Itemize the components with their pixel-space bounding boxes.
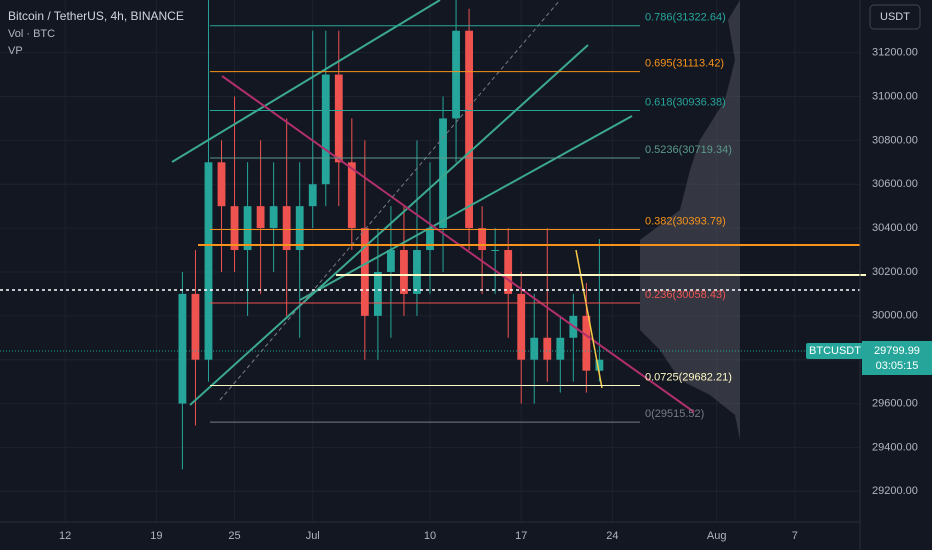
fib-label: 0.618(30936.38) <box>645 96 726 108</box>
time-axis-label: Jul <box>306 530 320 542</box>
symbol-tag-label: BTCUSDT <box>809 345 861 357</box>
price-axis-label: 29400.00 <box>872 441 918 453</box>
drawn-line <box>575 249 603 389</box>
price-axis-label: 31000.00 <box>872 90 918 102</box>
time-axis-label: 19 <box>150 530 162 542</box>
price-tag-value: 29799.99 <box>874 345 920 357</box>
candle-body <box>321 74 330 185</box>
fib-label: 0.786(31322.64) <box>645 12 726 24</box>
candle-body <box>217 162 226 207</box>
price-tag-countdown: 03:05:15 <box>876 360 919 372</box>
fib-label: 0(29515.52) <box>645 408 704 420</box>
candle-body <box>360 228 369 316</box>
candle-body <box>230 206 239 251</box>
candle-body <box>439 118 447 229</box>
candle-body <box>204 162 213 360</box>
price-axis-label: 31200.00 <box>872 47 918 59</box>
candle-body <box>452 30 460 119</box>
grid <box>0 0 860 522</box>
channel-line <box>171 0 441 163</box>
candle-body <box>478 228 487 251</box>
price-axis-label: 30800.00 <box>872 134 918 146</box>
price-axis-label: 30000.00 <box>872 310 918 322</box>
candle-body <box>347 162 356 229</box>
symbol-title: Bitcoin / TetherUS, 4h, BINANCE <box>8 9 184 23</box>
drawings <box>0 0 866 413</box>
channel-line <box>189 44 589 406</box>
candle-body <box>373 271 382 316</box>
candle-body <box>413 250 421 294</box>
candle-body <box>543 337 552 360</box>
candle-body <box>595 359 604 371</box>
fib-label: 0.236(30058.43) <box>645 289 726 301</box>
currency-label[interactable]: USDT <box>880 11 910 23</box>
candle-body <box>243 206 252 251</box>
candle-body <box>191 293 200 360</box>
candle-body <box>582 315 591 371</box>
candle-body <box>517 293 526 360</box>
fib-label: 0.382(30393.79) <box>645 215 726 227</box>
candle-body <box>400 250 408 294</box>
candle-body <box>504 250 513 294</box>
candle-body <box>556 337 565 360</box>
time-axis-label: 12 <box>59 530 71 542</box>
candle-body <box>387 250 395 272</box>
time-axis-label: 25 <box>228 530 240 542</box>
candle-body <box>269 206 278 229</box>
price-axis-label: 29200.00 <box>872 485 918 497</box>
axes: 29200.0029400.0029600.0029800.0030000.00… <box>59 47 918 542</box>
time-axis-label: 24 <box>606 530 618 542</box>
price-axis-label: 30200.00 <box>872 266 918 278</box>
volume-legend: Vol · BTC <box>8 28 55 40</box>
candle-body <box>178 293 187 404</box>
candle-body <box>282 206 291 251</box>
symbol-tag <box>806 343 864 359</box>
price-axis-label: 30600.00 <box>872 178 918 190</box>
candle-body <box>256 206 265 229</box>
time-axis-label: Aug <box>707 530 727 542</box>
price-axis-label: 29600.00 <box>872 397 918 409</box>
price-axis-label: 30400.00 <box>872 222 918 234</box>
candle-body <box>491 250 500 252</box>
time-axis-label: 17 <box>515 530 527 542</box>
fib-label: 0.695(31113.42) <box>645 58 724 70</box>
currency-button[interactable] <box>869 4 921 30</box>
candle-body <box>308 184 317 207</box>
price-tag <box>862 341 932 375</box>
candle-body <box>295 206 304 251</box>
fib-label: 0.0725(29682.21) <box>645 371 732 383</box>
candle-body <box>465 30 473 229</box>
fib-trend <box>219 0 561 401</box>
fib-retracement: 0.786(31322.64) 0.695(31113.42) 0.618(3093… <box>210 12 732 423</box>
vp-legend: VP <box>8 45 23 57</box>
candles <box>178 0 604 470</box>
time-axis-label: 7 <box>792 530 798 542</box>
candle-body <box>334 74 343 163</box>
volume-profile <box>640 0 740 522</box>
time-axis-label: 10 <box>424 530 436 542</box>
candle-body <box>426 228 434 251</box>
fib-label: 0.5236(30719.34) <box>645 144 732 156</box>
channel-line <box>299 115 633 301</box>
candle-body <box>530 337 539 360</box>
